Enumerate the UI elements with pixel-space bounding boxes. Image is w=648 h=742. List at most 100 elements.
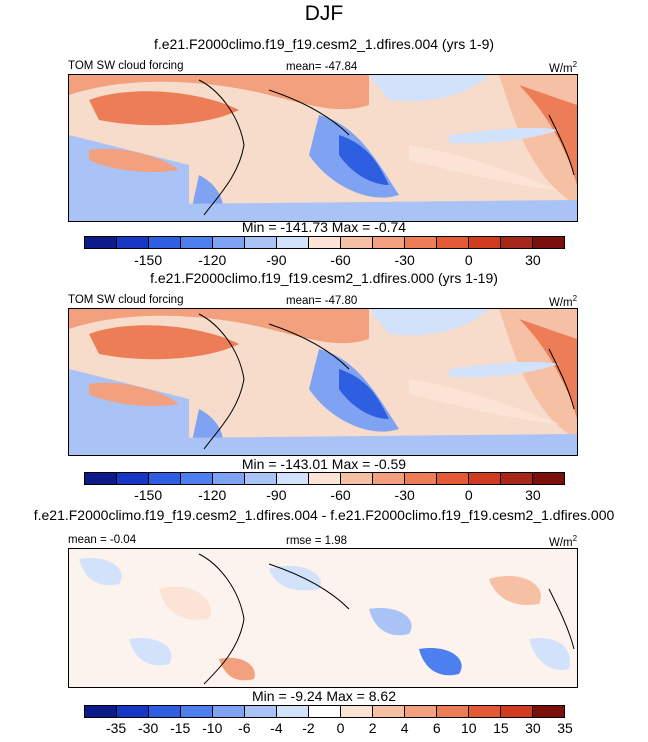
colorbar-segment <box>85 473 117 484</box>
colorbar-segment <box>373 237 405 248</box>
colorbar-tick-label: -15 <box>170 720 191 736</box>
colorbar-segment <box>533 706 564 717</box>
colorbar-segment <box>245 473 277 484</box>
colorbar-tick-label: 15 <box>493 720 509 736</box>
colorbar-tick-label: 0 <box>336 720 345 736</box>
colorbar-segment <box>501 237 533 248</box>
colorbar-segment <box>437 237 469 248</box>
panel-1-min-max: Min = -141.73 Max = -0.74 <box>241 219 407 235</box>
colorbar-segment <box>277 706 309 717</box>
panel-1-map <box>68 74 578 222</box>
colorbar-tick-label: -60 <box>330 252 351 268</box>
panel-1-variable-label: TOM SW cloud forcing <box>68 60 184 72</box>
colorbar-segment <box>277 473 309 484</box>
colorbar-segment <box>309 473 341 484</box>
colorbar-segment <box>341 706 373 717</box>
panel-3-colorbar-ticks: -35 -30 -15 -10 -6 -4 -2 0 2 4 6 10 15 30 35 <box>84 720 573 738</box>
colorbar-tick-label: 0 <box>464 252 473 268</box>
colorbar-tick-label: 4 <box>400 720 409 736</box>
panel-3-min-max: Min = -9.24 Max = 8.62 <box>252 688 396 704</box>
colorbar-tick-label: -60 <box>330 487 351 503</box>
colorbar-segment <box>149 237 181 248</box>
colorbar-tick-label: -2 <box>302 720 315 736</box>
figure-title: DJF <box>304 2 344 25</box>
panel-3-colorbar <box>84 705 565 718</box>
colorbar-segment <box>533 237 564 248</box>
panel-3-mean-label: mean = -0.04 <box>68 534 137 546</box>
colorbar-segment <box>341 473 373 484</box>
colorbar-segment <box>149 706 181 717</box>
panel-1-colorbar <box>84 236 565 249</box>
colorbar-segment <box>501 706 533 717</box>
panel-3-map <box>68 548 578 688</box>
colorbar-tick-label: -30 <box>394 487 415 503</box>
colorbar-tick-label: -150 <box>134 487 163 503</box>
colorbar-segment <box>341 237 373 248</box>
colorbar-tick-label: 30 <box>525 252 541 268</box>
colorbar-segment <box>213 706 245 717</box>
panel-1-colorbar-ticks: -150 -120 -90 -60 -30 0 30 <box>84 252 565 270</box>
panel-3-units-label: W/m2 <box>549 534 578 549</box>
colorbar-segment <box>181 473 213 484</box>
colorbar-segment <box>405 237 437 248</box>
panel-3-subtitle: f.e21.F2000climo.f19_f19.cesm2_1.dfires.… <box>33 507 615 523</box>
colorbar-segment <box>213 237 245 248</box>
colorbar-segment <box>469 237 501 248</box>
colorbar-tick-label: -30 <box>138 720 159 736</box>
colorbar-segment <box>245 706 277 717</box>
panel-2-subtitle: f.e21.F2000climo.f19_f19.cesm2_1.dfires.… <box>150 270 498 286</box>
colorbar-segment <box>309 706 341 717</box>
panel-2-mean-label: mean= -47.80 <box>286 295 358 307</box>
colorbar-segment <box>437 706 469 717</box>
colorbar-segment <box>85 706 117 717</box>
panel-2-colorbar-ticks: -150 -120 -90 -60 -30 0 30 <box>84 487 565 505</box>
colorbar-tick-label: 30 <box>525 720 541 736</box>
panel-2-field <box>69 309 577 455</box>
panel-2-min-max: Min = -143.01 Max = -0.59 <box>241 456 407 472</box>
panel-2-map <box>68 308 578 456</box>
colorbar-tick-label: 35 <box>557 720 573 736</box>
colorbar-tick-label: 10 <box>461 720 477 736</box>
colorbar-tick-label: -4 <box>270 720 283 736</box>
colorbar-segment <box>469 706 501 717</box>
colorbar-segment <box>213 473 245 484</box>
colorbar-segment <box>437 473 469 484</box>
colorbar-tick-label: -120 <box>198 487 227 503</box>
colorbar-tick-label: 30 <box>525 487 541 503</box>
colorbar-tick-label: -90 <box>266 487 287 503</box>
colorbar-segment <box>405 706 437 717</box>
colorbar-tick-label: 6 <box>432 720 441 736</box>
panel-1-field <box>69 75 577 221</box>
colorbar-segment <box>405 473 437 484</box>
colorbar-segment <box>469 473 501 484</box>
colorbar-segment <box>149 473 181 484</box>
colorbar-segment <box>85 237 117 248</box>
colorbar-segment <box>277 237 309 248</box>
colorbar-segment <box>117 237 149 248</box>
colorbar-tick-label: 2 <box>368 720 377 736</box>
colorbar-segment <box>373 473 405 484</box>
colorbar-segment <box>181 706 213 717</box>
colorbar-tick-label: 0 <box>464 487 473 503</box>
colorbar-tick-label: -90 <box>266 252 287 268</box>
colorbar-segment <box>373 706 405 717</box>
colorbar-tick-label: -150 <box>134 252 163 268</box>
colorbar-tick-label: -120 <box>198 252 227 268</box>
colorbar-segment <box>117 473 149 484</box>
colorbar-segment <box>501 473 533 484</box>
panel-2-variable-label: TOM SW cloud forcing <box>68 294 184 306</box>
colorbar-segment <box>245 237 277 248</box>
colorbar-segment <box>181 237 213 248</box>
colorbar-tick-label: -6 <box>238 720 251 736</box>
colorbar-segment <box>309 237 341 248</box>
panel-2-units-label: W/m2 <box>549 294 578 309</box>
panel-1-units-label: W/m2 <box>549 60 578 75</box>
colorbar-tick-label: -10 <box>202 720 223 736</box>
panel-3-field <box>69 549 577 687</box>
panel-2-colorbar <box>84 472 565 485</box>
colorbar-segment <box>117 706 149 717</box>
colorbar-tick-label: -35 <box>105 720 127 736</box>
panel-1-mean-label: mean= -47.84 <box>286 61 358 73</box>
colorbar-segment <box>533 473 564 484</box>
colorbar-tick-label: -30 <box>394 252 415 268</box>
